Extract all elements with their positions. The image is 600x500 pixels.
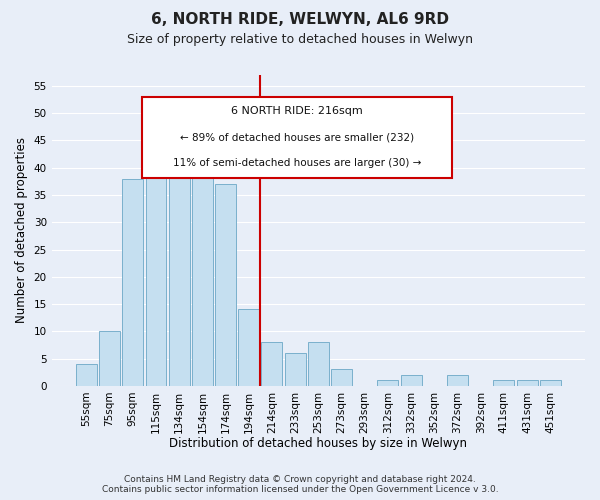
Text: 6, NORTH RIDE, WELWYN, AL6 9RD: 6, NORTH RIDE, WELWYN, AL6 9RD — [151, 12, 449, 28]
Bar — [284, 353, 305, 386]
FancyBboxPatch shape — [142, 97, 452, 178]
Text: 6 NORTH RIDE: 216sqm: 6 NORTH RIDE: 216sqm — [231, 106, 363, 116]
Text: Contains HM Land Registry data © Crown copyright and database right 2024.: Contains HM Land Registry data © Crown c… — [124, 475, 476, 484]
Bar — [122, 178, 143, 386]
Bar — [76, 364, 97, 386]
Text: Size of property relative to detached houses in Welwyn: Size of property relative to detached ho… — [127, 32, 473, 46]
Bar — [169, 135, 190, 386]
Bar — [308, 342, 329, 386]
Bar — [493, 380, 514, 386]
Bar — [99, 332, 120, 386]
Bar — [377, 380, 398, 386]
Bar — [517, 380, 538, 386]
Text: ← 89% of detached houses are smaller (232): ← 89% of detached houses are smaller (23… — [180, 132, 414, 142]
Bar — [447, 375, 468, 386]
Text: Contains public sector information licensed under the Open Government Licence v : Contains public sector information licen… — [101, 485, 499, 494]
X-axis label: Distribution of detached houses by size in Welwyn: Distribution of detached houses by size … — [169, 437, 467, 450]
Bar — [146, 173, 166, 386]
Bar — [192, 152, 213, 386]
Bar — [215, 184, 236, 386]
Bar — [540, 380, 561, 386]
Text: 11% of semi-detached houses are larger (30) →: 11% of semi-detached houses are larger (… — [173, 158, 421, 168]
Bar — [262, 342, 283, 386]
Y-axis label: Number of detached properties: Number of detached properties — [15, 138, 28, 324]
Bar — [238, 310, 259, 386]
Bar — [331, 370, 352, 386]
Bar — [401, 375, 422, 386]
